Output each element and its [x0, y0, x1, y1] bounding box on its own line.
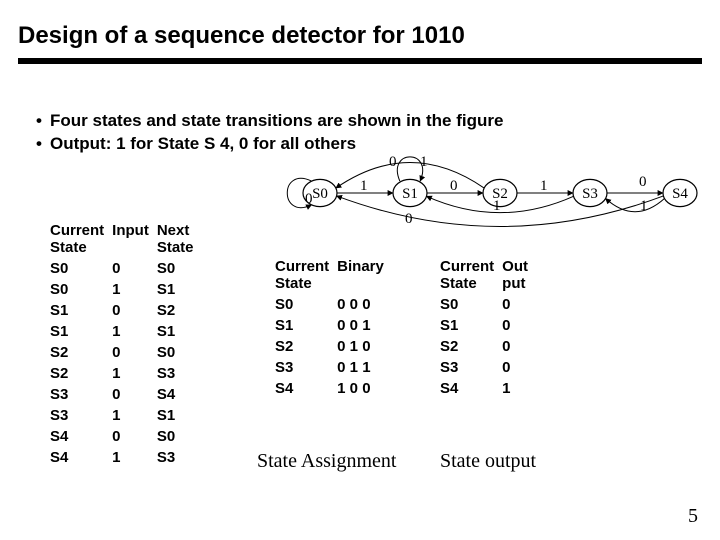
state-label: S4: [672, 186, 688, 202]
output-table: Current State Out put S00S10S20S30S41: [440, 256, 536, 399]
edge-label: 0: [305, 191, 313, 207]
table-row: S10 0 1: [275, 315, 392, 336]
table-row: Current State Out put: [440, 256, 536, 294]
edge-label: 1: [420, 154, 428, 170]
th-assign-state: Current State: [275, 256, 337, 294]
state-label: S3: [582, 186, 598, 202]
table-row: S00: [440, 294, 536, 315]
th-input: Input: [112, 220, 157, 258]
table-row: S31S1: [50, 405, 202, 426]
assignment-table: Current State Binary S00 0 0S10 0 1S20 1…: [275, 256, 392, 399]
table-row: S41: [440, 378, 536, 399]
table-row: S10: [440, 315, 536, 336]
edge-label: 1: [360, 178, 368, 194]
table-row: S30: [440, 357, 536, 378]
edge-label: 1: [493, 198, 501, 214]
state-label: S0: [312, 186, 328, 202]
edge-label: 0: [389, 154, 397, 170]
state-label: S1: [402, 186, 418, 202]
table-row: S10S2: [50, 300, 202, 321]
table-row: S20S0: [50, 342, 202, 363]
edge-label: 0: [450, 178, 458, 194]
edge-label: 0: [405, 211, 413, 227]
transition-table: Current State Input Next State S00S0S01S…: [50, 220, 202, 468]
table-row: S00S0: [50, 258, 202, 279]
table-row: S20 1 0: [275, 336, 392, 357]
table-row: S41S3: [50, 447, 202, 468]
table-row: S01S1: [50, 279, 202, 300]
assignment-caption: State Assignment: [257, 450, 396, 473]
th-assign-binary: Binary: [337, 256, 392, 294]
th-out-state: Current State: [440, 256, 502, 294]
page-number: 5: [688, 505, 698, 528]
edge-label: 1: [640, 198, 648, 214]
table-row: S00 0 0: [275, 294, 392, 315]
table-row: S30 1 1: [275, 357, 392, 378]
transition-edge: [397, 157, 422, 181]
edge-label: 1: [540, 178, 548, 194]
edge-label: 0: [639, 174, 647, 190]
table-row: Current State Binary: [275, 256, 392, 294]
table-row: S21S3: [50, 363, 202, 384]
th-next: Next State: [157, 220, 202, 258]
table-row: S40S0: [50, 426, 202, 447]
table-row: S30S4: [50, 384, 202, 405]
output-caption: State output: [440, 450, 536, 473]
table-row: S41 0 0: [275, 378, 392, 399]
th-out-val: Out put: [502, 256, 536, 294]
table-row: S20: [440, 336, 536, 357]
table-row: Current State Input Next State: [50, 220, 202, 258]
th-current: Current State: [50, 220, 112, 258]
table-row: S11S1: [50, 321, 202, 342]
